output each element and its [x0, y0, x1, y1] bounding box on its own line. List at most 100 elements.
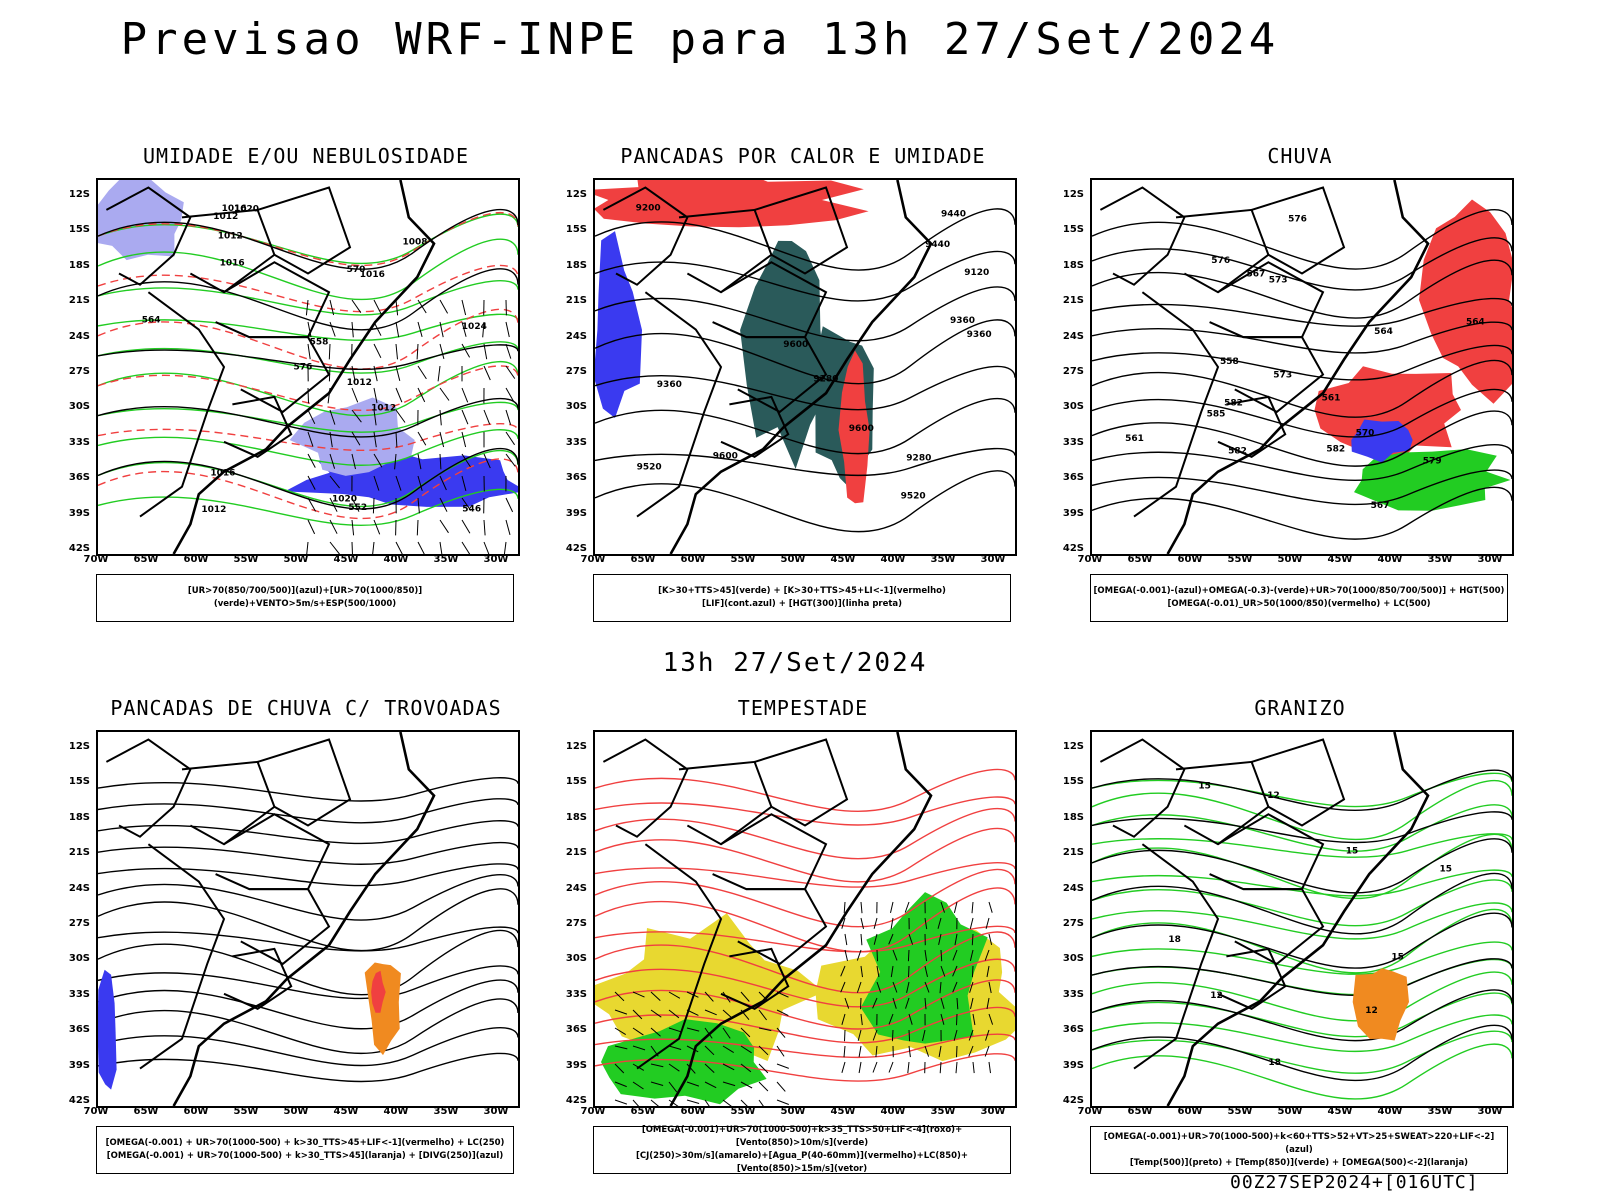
p2-border-2	[1251, 186, 1346, 275]
lon-label-5-3: 55W	[1227, 1106, 1253, 1117]
p2-contour-label-6: 573	[1269, 276, 1288, 286]
p4-vec2-58	[758, 1027, 772, 1032]
p4-vec-104	[988, 981, 992, 994]
p4-vec-95	[972, 1013, 976, 1026]
p0-vec-42	[373, 431, 377, 448]
p0-vec-31	[351, 453, 356, 470]
lon-label-0-7: 35W	[433, 554, 459, 565]
p5-green-8	[1092, 908, 1512, 974]
lat-label-0-3: 21S	[68, 295, 90, 307]
lat-label-5-5: 27S	[1062, 918, 1084, 929]
p0-green-1	[98, 238, 518, 301]
lon-label-2-0: 70W	[1077, 554, 1103, 565]
p4-vec2-46	[722, 1063, 735, 1071]
legend-box-0: [UR>70(850/700/500)](azul)+[UR>70(1000/8…	[96, 574, 514, 622]
p4-vec-59	[924, 965, 928, 978]
p3-stream-2	[98, 820, 518, 845]
lon-label-4-0: 70W	[580, 1106, 606, 1117]
p0-vec-110	[505, 343, 512, 359]
p0-coastline	[172, 180, 436, 554]
lon-label-1-7: 35W	[930, 554, 956, 565]
p0-contour-label-11: 558	[310, 337, 329, 347]
lon-label-1-4: 50W	[780, 554, 806, 565]
lon-label-1-6: 40W	[880, 554, 906, 565]
p4-vec2-48	[722, 1099, 732, 1106]
p5-green-15	[1092, 1043, 1512, 1100]
p0-vec-9	[307, 497, 317, 512]
lat-label-3-9: 39S	[68, 1059, 90, 1071]
p1-border-5	[636, 291, 723, 518]
p5-contour-label-4: 12	[1210, 991, 1223, 1001]
lat-label-2-9: 39S	[1062, 507, 1084, 519]
p0-vec-28	[351, 387, 359, 403]
lat-label-3-8: 36S	[68, 1024, 90, 1036]
p0-vec-63	[417, 365, 427, 380]
lon-label-2-8: 30W	[1477, 554, 1503, 565]
p0-black-3	[98, 397, 518, 438]
lat-label-0-4: 24S	[68, 330, 90, 342]
p5-contour-label-3: 15	[1440, 865, 1453, 875]
p4-vec2-54	[740, 1081, 753, 1089]
p2-black-11	[1092, 486, 1512, 540]
p0-vec-21	[329, 497, 338, 512]
p0-vec-48	[395, 299, 399, 316]
p3-stream-11	[98, 998, 518, 1055]
lat-label-2-0: 12S	[1062, 189, 1084, 200]
p2-contour-label-10: 561	[1125, 434, 1144, 444]
p0-border-5	[139, 291, 226, 518]
main-title: Previsao WRF-INPE para 13h 27/Set/2024	[120, 14, 1280, 65]
p5-green-14	[1092, 1030, 1512, 1074]
p4-vec2-53	[740, 1063, 752, 1073]
lat-label-1-10: 42S	[565, 543, 587, 554]
lat-label-1-4: 24S	[565, 330, 587, 342]
p0-vec-7	[307, 453, 316, 468]
p4-vec-56	[924, 917, 928, 930]
lat-label-2-8: 36S	[1062, 472, 1084, 484]
lat-label-4-10: 42S	[565, 1095, 587, 1106]
p4-vec2-18	[650, 1063, 664, 1068]
p4-vec-58	[924, 949, 928, 962]
legend-line-1-0: [K>30+TTS>45](verde) + [K>30+TTS>45+LI<-…	[658, 586, 946, 596]
p4-vec-100	[985, 917, 990, 929]
p0-vec-83	[439, 541, 443, 554]
p3-stream-13	[98, 1052, 518, 1083]
lon-label-1-3: 55W	[730, 554, 756, 565]
p1-black-1	[595, 250, 1015, 302]
p1-contour-label-11: 9200	[636, 203, 661, 213]
p4-vec-92	[971, 965, 974, 978]
p0-vec-50	[395, 343, 398, 360]
p4-vec-3	[844, 949, 848, 962]
p1-contour-label-6: 9440	[925, 240, 950, 250]
p4-vec-88	[971, 901, 974, 914]
p2-black-2	[1092, 259, 1512, 319]
lon-label-4-8: 30W	[980, 1106, 1006, 1117]
p5-green-7	[1092, 902, 1512, 940]
p4-vec-85	[953, 1029, 958, 1041]
p0-vec-115	[505, 453, 516, 467]
lon-label-3-5: 45W	[333, 1106, 359, 1117]
p0-vec-113	[505, 409, 512, 425]
p2-black-7	[1092, 388, 1512, 438]
p3-border-0	[105, 738, 192, 838]
p4-vec-103	[986, 965, 990, 978]
p0-vec-14	[328, 343, 331, 360]
p2-contour-label-4: 579	[1423, 457, 1442, 467]
p4-red-7	[595, 925, 1015, 953]
p0-vec-25	[351, 321, 354, 338]
legend-line-4-0: [OMEGA(-0.001)+UR>70(1000-500)+k>35_TTS>…	[641, 1125, 963, 1148]
p0-vec-41	[373, 409, 377, 426]
lat-label-4-2: 18S	[565, 811, 587, 823]
p0-vec-72	[439, 299, 449, 314]
p1-contour-label-5: 9440	[941, 209, 966, 219]
p4-vec2-10	[632, 1045, 646, 1051]
lon-label-1-0: 70W	[580, 554, 606, 565]
p4-vec-69	[940, 949, 943, 962]
p4-vec2-12	[632, 1081, 644, 1090]
p0-red-0	[98, 212, 518, 267]
p4-vec-47	[907, 949, 910, 962]
p4-coastline	[669, 732, 933, 1106]
p2-border-3	[1209, 261, 1325, 339]
p5-green-5	[1092, 869, 1512, 897]
p4-red-5	[595, 868, 1015, 928]
lat-label-2-2: 18S	[1062, 259, 1084, 271]
